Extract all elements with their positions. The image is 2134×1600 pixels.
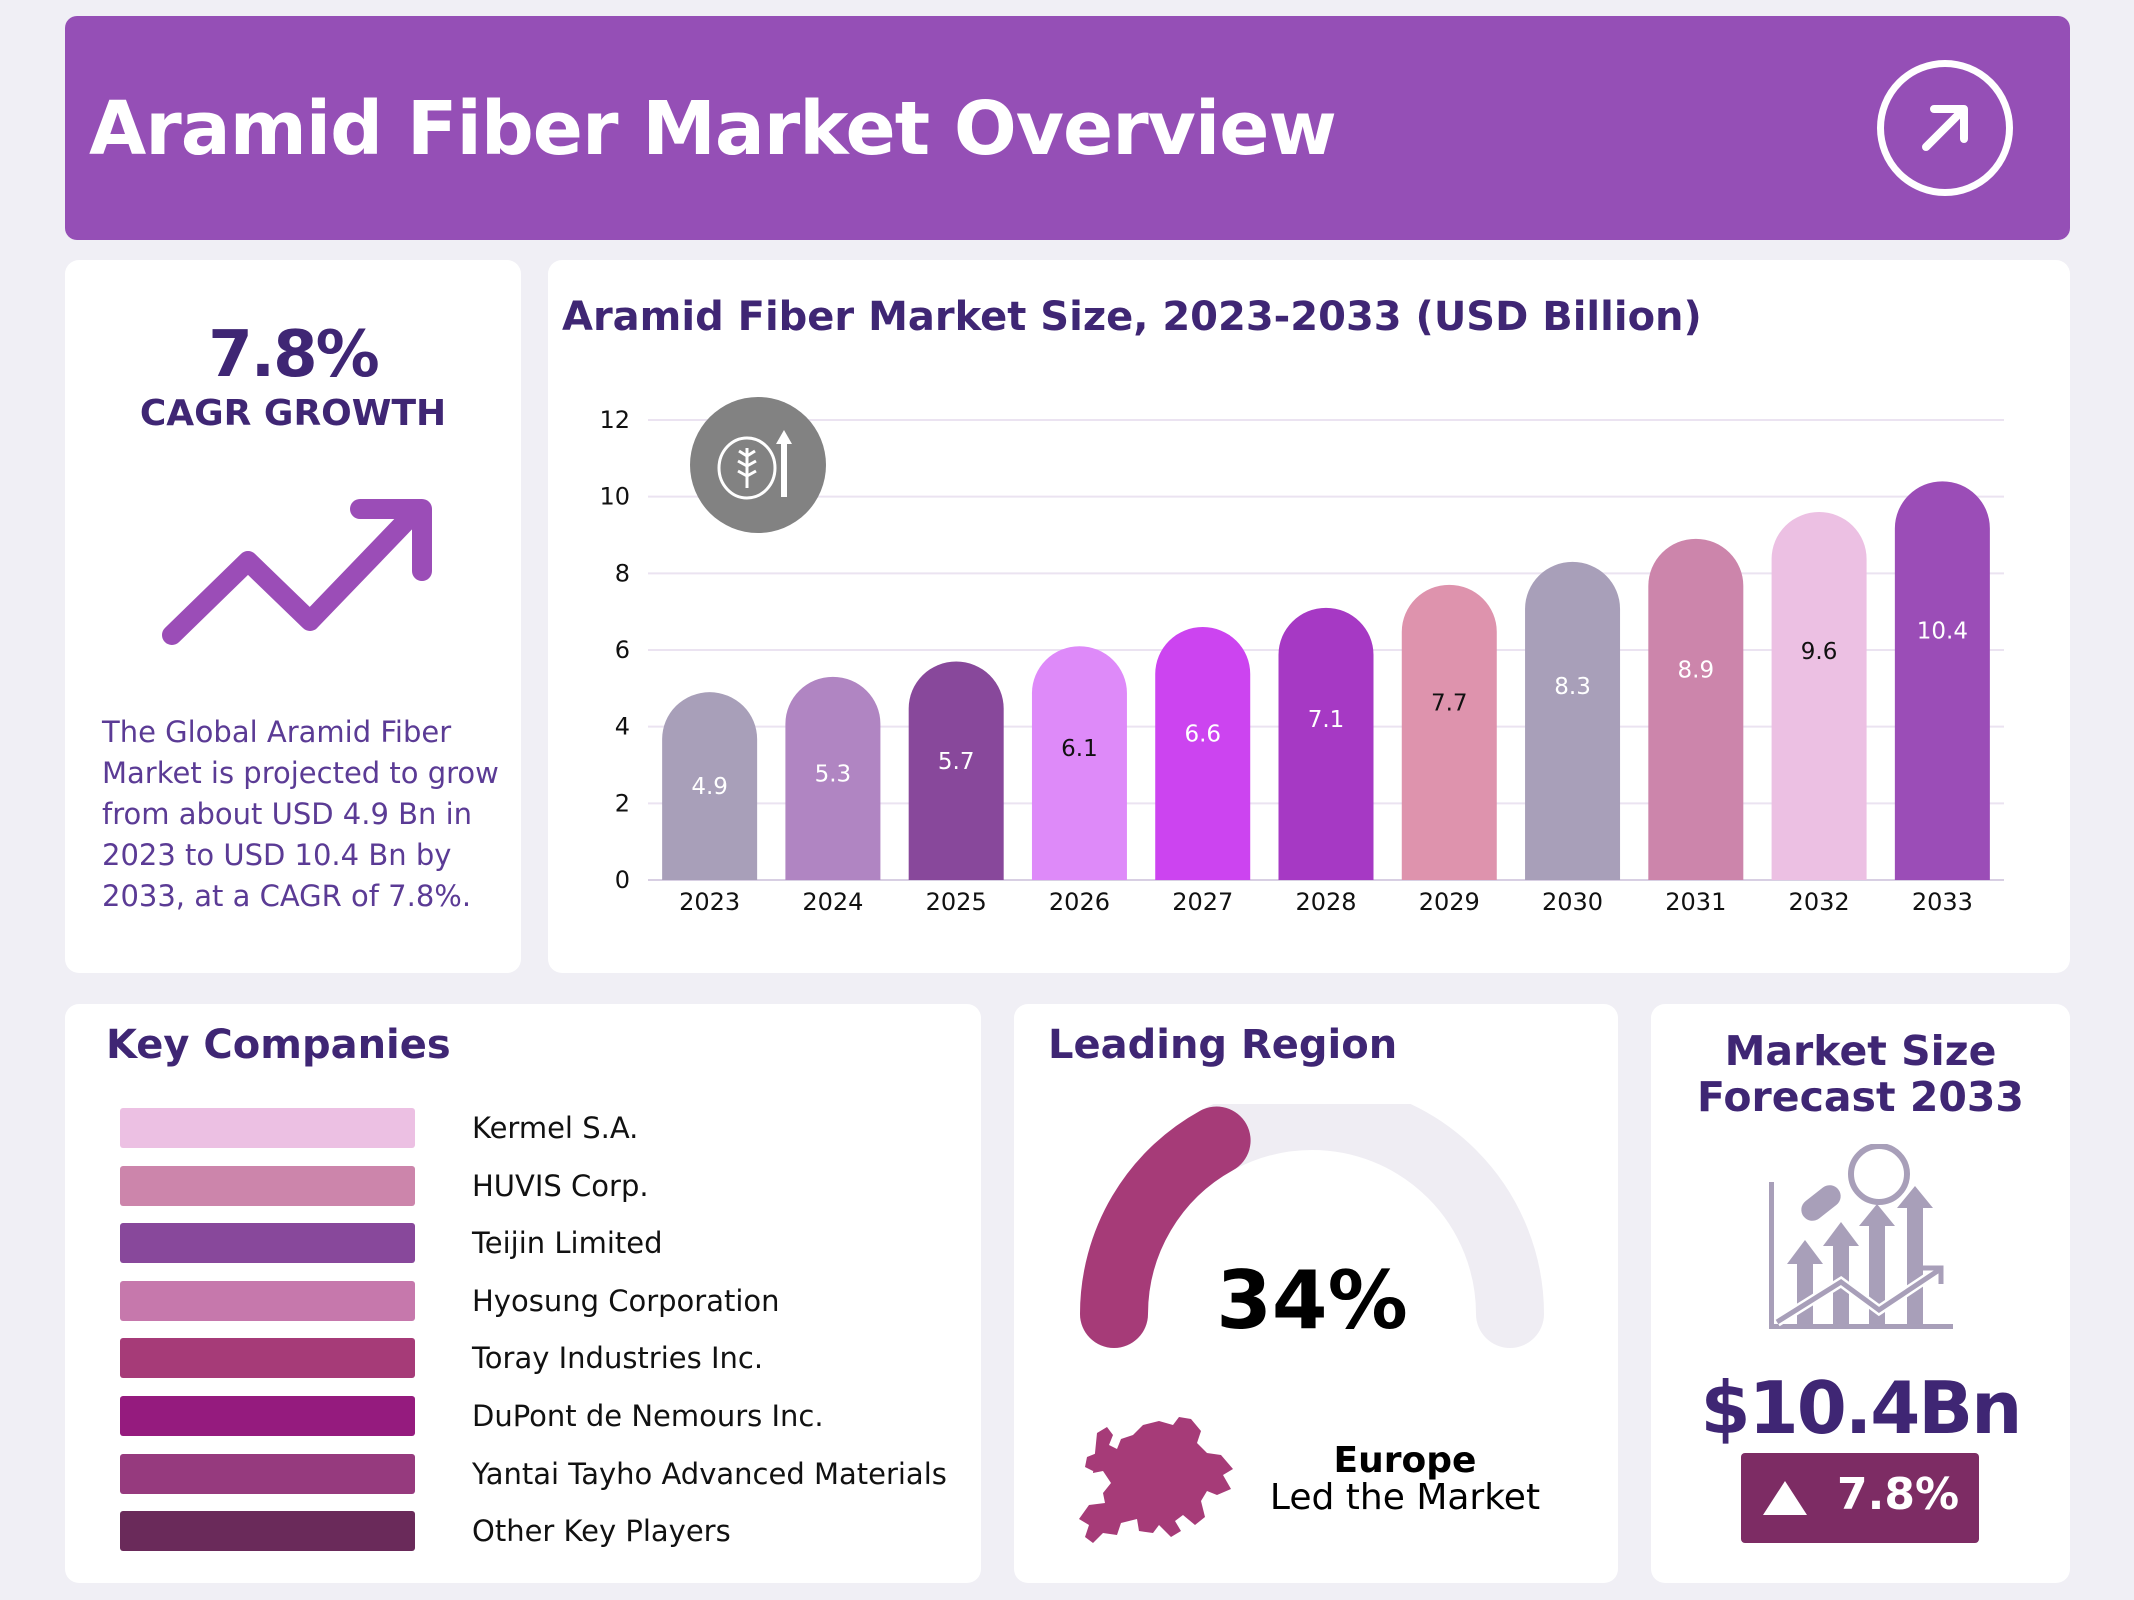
bar-value-label: 10.4	[1917, 619, 1968, 645]
bar-value-label: 8.9	[1678, 657, 1715, 683]
arrow-up-right-circle-icon	[1877, 60, 2013, 196]
x-tick-label: 2026	[1049, 888, 1110, 916]
company-name: Kermel S.A.	[472, 1111, 639, 1145]
page-title: Aramid Fiber Market Overview	[89, 86, 1337, 172]
y-tick-label: 12	[599, 406, 630, 434]
x-tick-label: 2030	[1542, 888, 1603, 916]
bar-value-label: 6.1	[1061, 736, 1098, 762]
forecast-card: Market Size Forecast 2033 $10.4Bn 7.8%	[1651, 1004, 2070, 1583]
company-color-bar	[120, 1453, 415, 1494]
x-tick-label: 2024	[802, 888, 863, 916]
y-tick-label: 4	[615, 713, 630, 741]
bar-2023	[662, 692, 758, 880]
company-name: Teijin Limited	[472, 1226, 663, 1261]
company-color-bar	[120, 1223, 415, 1264]
company-name: Yantai Tayho Advanced Materials	[472, 1456, 947, 1491]
bar-2032	[1771, 512, 1867, 880]
region-share: 34%	[1216, 1254, 1408, 1347]
bar-2024	[785, 676, 881, 880]
bar-2031	[1648, 538, 1744, 880]
x-tick-label: 2025	[926, 888, 987, 916]
bar-chart: 0 2 4 6 8 10 12 4.9 2023 5.3 2024 5.7 2025 6.1 2026 6.6…	[599, 397, 2004, 916]
leading-region-card: Leading Region 34% Europe Led the Market	[1014, 1004, 1618, 1583]
bar-2033	[1894, 481, 1990, 880]
company-name: DuPont de Nemours Inc.	[472, 1399, 824, 1433]
company-name: Toray Industries Inc.	[472, 1341, 764, 1376]
header-banner: Aramid Fiber Market Overview	[65, 16, 2070, 240]
chart-card: Aramid Fiber Market Size, 2023-2033 (USD…	[548, 260, 2070, 973]
growth-badge: 7.8%	[1741, 1453, 1979, 1543]
triangle-up-icon	[1763, 1481, 1807, 1515]
cagr-description: The Global Aramid Fiber Market is projec…	[102, 715, 499, 913]
growth-value: 7.8%	[1837, 1469, 1960, 1520]
region-gauge	[1080, 1104, 1544, 1348]
x-tick-label: 2028	[1295, 888, 1356, 916]
bar-2027	[1155, 627, 1251, 880]
forecast-value: $10.4Bn	[1700, 1366, 2023, 1450]
companies-title: Key Companies	[106, 1022, 451, 1068]
company-color-bar	[120, 1280, 415, 1321]
x-tick-label: 2032	[1789, 888, 1850, 916]
forecast-title-2: Forecast 2033	[1697, 1073, 2024, 1121]
bar-value-label: 8.3	[1554, 674, 1591, 700]
wheat-growth-icon	[690, 397, 826, 533]
bar-2026	[1031, 646, 1127, 880]
y-tick-label: 10	[599, 483, 630, 511]
bar-value-label: 9.6	[1801, 639, 1838, 665]
company-color-bar	[120, 1338, 415, 1379]
bar-value-label: 5.7	[938, 749, 975, 775]
chart-title: Aramid Fiber Market Size, 2023-2033 (USD…	[562, 294, 1702, 340]
bar-value-label: 7.1	[1308, 707, 1345, 733]
cagr-value: 7.8%	[208, 318, 380, 392]
x-tick-label: 2027	[1172, 888, 1233, 916]
company-name: HUVIS Corp.	[472, 1168, 649, 1203]
cagr-card: 7.8% CAGR GROWTH The Global Aramid Fiber…	[65, 260, 521, 973]
europe-map-icon	[1079, 1417, 1233, 1543]
trend-arrow-icon	[162, 499, 432, 645]
bar-value-label: 5.3	[815, 761, 852, 787]
region-name: Europe	[1333, 1440, 1477, 1481]
y-tick-label: 8	[615, 559, 630, 587]
company-color-bar	[120, 1511, 415, 1552]
bar-2029	[1401, 584, 1497, 880]
bar-value-label: 7.7	[1431, 690, 1468, 716]
x-tick-label: 2023	[679, 888, 740, 916]
cagr-label: CAGR GROWTH	[139, 393, 447, 434]
company-color-bar	[120, 1108, 415, 1148]
bar-2030	[1525, 561, 1621, 880]
forecast-title-1: Market Size	[1724, 1027, 1997, 1075]
company-color-bar	[120, 1165, 415, 1206]
bar-value-label: 6.6	[1184, 722, 1221, 748]
x-tick-label: 2031	[1665, 888, 1726, 916]
bar-2028	[1278, 607, 1374, 880]
x-tick-label: 2033	[1912, 888, 1973, 916]
y-tick-label: 2	[615, 789, 630, 817]
bar-value-label: 4.9	[691, 774, 728, 800]
x-tick-label: 2029	[1419, 888, 1480, 916]
company-color-bar	[120, 1396, 415, 1436]
region-subtitle: Led the Market	[1269, 1477, 1541, 1518]
y-tick-label: 6	[615, 636, 630, 664]
company-name: Hyosung Corporation	[472, 1283, 780, 1318]
company-name: Other Key Players	[472, 1514, 731, 1549]
bar-2025	[908, 661, 1004, 880]
y-tick-label: 0	[615, 866, 630, 894]
region-title: Leading Region	[1048, 1022, 1398, 1068]
chart-magnifier-icon	[1769, 1144, 1953, 1329]
